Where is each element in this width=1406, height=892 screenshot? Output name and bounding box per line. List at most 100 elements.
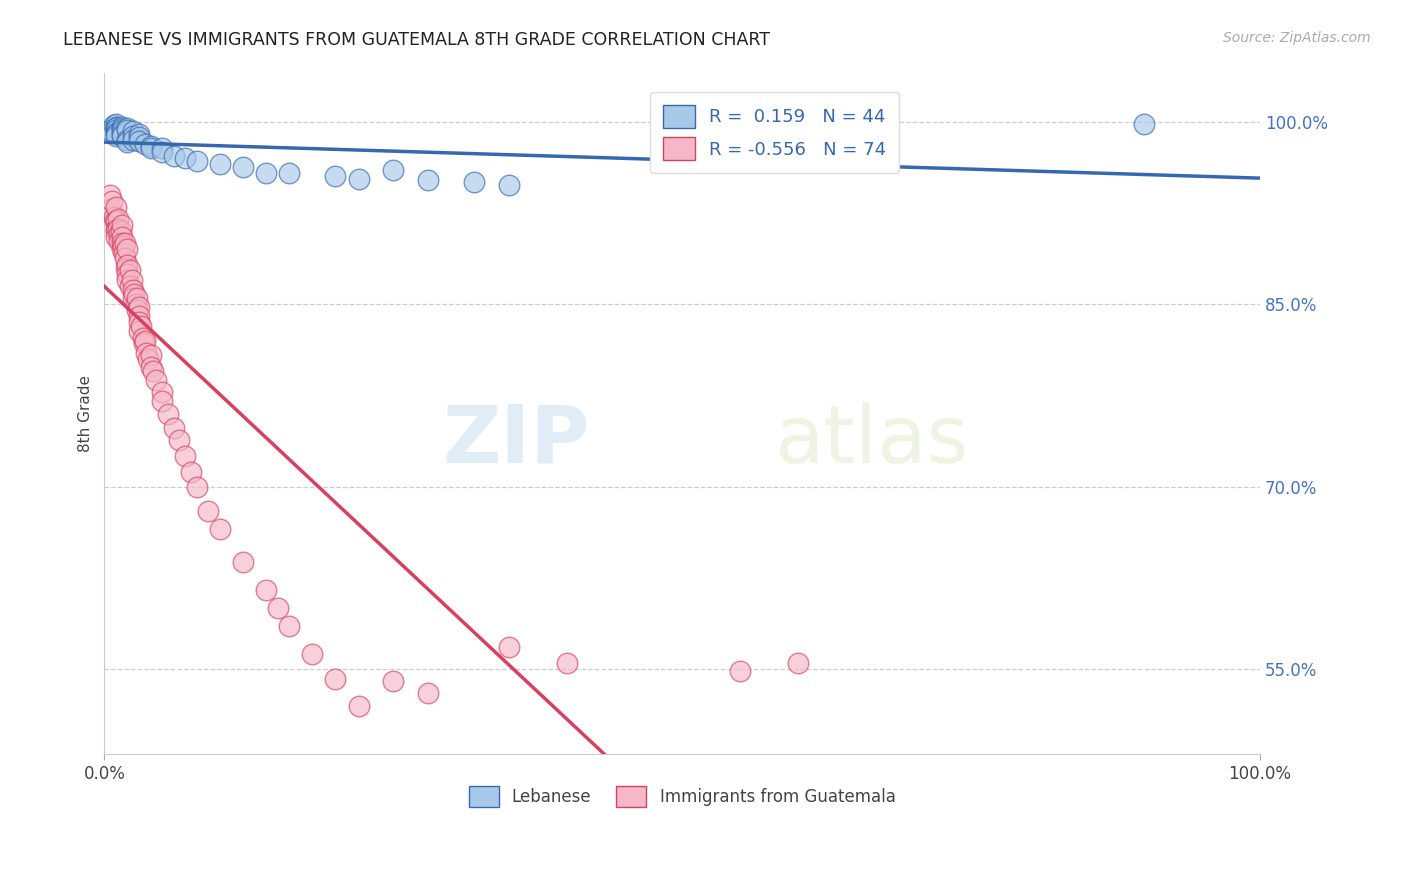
Point xyxy=(117,136,139,150)
Point xyxy=(174,151,197,165)
Point xyxy=(111,230,134,244)
Point xyxy=(131,331,153,345)
Point xyxy=(121,273,143,287)
Text: ZIP: ZIP xyxy=(443,401,589,480)
Point xyxy=(169,434,191,448)
Point xyxy=(122,124,145,138)
Point xyxy=(104,230,127,244)
Point xyxy=(163,421,186,435)
Point xyxy=(555,656,578,670)
Point xyxy=(150,394,173,409)
Point xyxy=(111,218,134,232)
Point xyxy=(786,139,808,153)
Point xyxy=(118,278,141,293)
Point xyxy=(104,117,127,131)
Point xyxy=(145,372,167,386)
Point xyxy=(104,127,127,141)
Point xyxy=(186,153,208,168)
Point xyxy=(131,318,153,333)
Point xyxy=(139,360,162,375)
Point xyxy=(128,310,150,324)
Point xyxy=(117,267,139,281)
Point xyxy=(122,291,145,305)
Point xyxy=(347,171,370,186)
Point xyxy=(104,221,127,235)
Point xyxy=(111,127,134,141)
Point xyxy=(104,129,127,144)
Text: atlas: atlas xyxy=(775,401,969,480)
Text: Source: ZipAtlas.com: Source: ZipAtlas.com xyxy=(1223,31,1371,45)
Point xyxy=(150,384,173,399)
Y-axis label: 8th Grade: 8th Grade xyxy=(79,376,93,452)
Point xyxy=(104,120,127,134)
Point xyxy=(232,555,254,569)
Point xyxy=(108,227,131,241)
Point xyxy=(134,334,156,348)
Point xyxy=(117,273,139,287)
Point xyxy=(382,674,405,689)
Point xyxy=(786,656,808,670)
Point xyxy=(382,163,405,178)
Point xyxy=(416,686,439,700)
Point xyxy=(117,133,139,147)
Point xyxy=(122,283,145,297)
Point xyxy=(208,522,231,536)
Legend: Lebanese, Immigrants from Guatemala: Lebanese, Immigrants from Guatemala xyxy=(463,780,903,814)
Point xyxy=(115,260,138,275)
Point xyxy=(108,234,131,248)
Point xyxy=(103,210,125,224)
Point xyxy=(1133,117,1156,131)
Point xyxy=(186,479,208,493)
Point xyxy=(498,640,520,655)
Point xyxy=(104,200,127,214)
Point xyxy=(278,166,301,180)
Point xyxy=(104,120,127,135)
Point xyxy=(114,251,136,265)
Point xyxy=(135,345,157,359)
Point xyxy=(139,139,162,153)
Point xyxy=(107,211,129,226)
Point xyxy=(104,123,127,137)
Point xyxy=(117,120,139,135)
Point xyxy=(104,126,127,140)
Text: LEBANESE VS IMMIGRANTS FROM GUATEMALA 8TH GRADE CORRELATION CHART: LEBANESE VS IMMIGRANTS FROM GUATEMALA 8T… xyxy=(63,31,770,49)
Point xyxy=(104,214,127,228)
Point xyxy=(150,145,173,159)
Point xyxy=(100,202,122,217)
Point xyxy=(142,364,165,378)
Point xyxy=(139,141,162,155)
Point xyxy=(111,124,134,138)
Point xyxy=(132,336,155,351)
Point xyxy=(254,166,277,180)
Point xyxy=(463,176,485,190)
Point xyxy=(104,224,127,238)
Point xyxy=(180,465,202,479)
Point xyxy=(114,236,136,251)
Point xyxy=(139,348,162,362)
Point xyxy=(150,141,173,155)
Point xyxy=(104,214,127,228)
Point xyxy=(101,194,124,208)
Point xyxy=(128,315,150,329)
Point xyxy=(117,258,139,272)
Point xyxy=(110,224,132,238)
Point xyxy=(325,672,347,686)
Point xyxy=(107,221,129,235)
Point xyxy=(128,127,150,141)
Point xyxy=(98,187,121,202)
Point xyxy=(174,449,197,463)
Point xyxy=(124,297,146,311)
Point xyxy=(498,178,520,192)
Point xyxy=(128,134,150,148)
Point xyxy=(111,238,134,252)
Point xyxy=(111,243,134,257)
Point xyxy=(134,136,156,151)
Point xyxy=(232,160,254,174)
Point xyxy=(325,169,347,184)
Point xyxy=(156,407,179,421)
Point xyxy=(136,351,159,366)
Point xyxy=(267,601,290,615)
Point xyxy=(111,236,134,251)
Point xyxy=(254,582,277,597)
Point xyxy=(128,130,150,145)
